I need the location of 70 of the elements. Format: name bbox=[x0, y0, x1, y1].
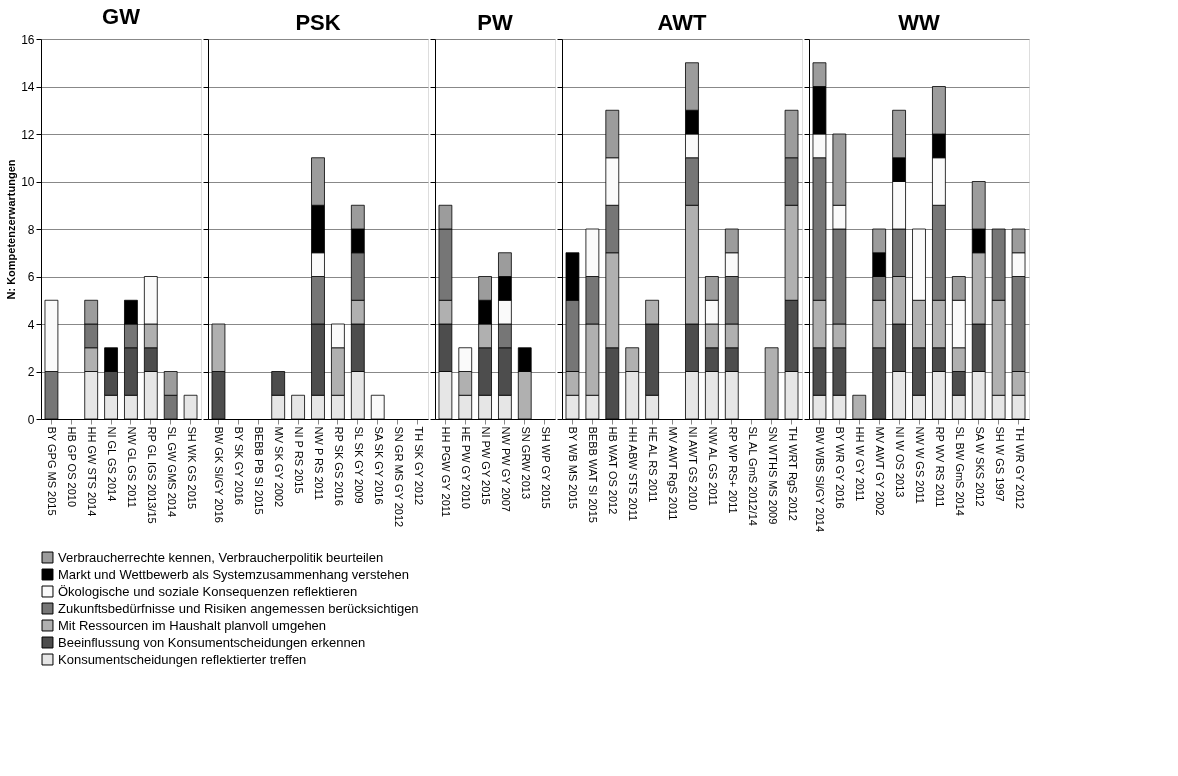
y-tick-label: 2 bbox=[27, 365, 35, 379]
x-tick-label: NI AWT GS 2010 bbox=[686, 426, 699, 511]
x-tick-label: SH W GS 1997 bbox=[993, 426, 1006, 502]
x-tick-label: HH PGW GY 2011 bbox=[440, 426, 453, 518]
chart-title: WW bbox=[898, 9, 940, 35]
x-tick-label: HH GW STS 2014 bbox=[86, 426, 99, 517]
x-tick-label: SL BW GmS 2014 bbox=[953, 426, 966, 516]
x-tick-label: NW P RS 2011 bbox=[313, 426, 325, 501]
x-tick-label: MV SK GY 2002 bbox=[273, 426, 286, 508]
x-tick-label: NI W OS 2013 bbox=[894, 426, 907, 498]
x-tick-label: TH WR GY 2012 bbox=[1013, 426, 1026, 509]
x-tick-label: SN GRW 2013 bbox=[519, 426, 532, 500]
y-tick-label: 6 bbox=[27, 270, 35, 284]
x-tick-label: SL SK GY 2009 bbox=[352, 426, 365, 504]
x-tick-label: HB GP OS 2010 bbox=[66, 426, 79, 508]
x-tick-label: NI P RS 2015 bbox=[293, 426, 306, 494]
x-tick-label: BEBB WAT SI 2015 bbox=[587, 426, 600, 523]
y-tick-label: 14 bbox=[21, 80, 35, 94]
x-tick-label: SH WP GY 2015 bbox=[539, 426, 552, 509]
x-tick-label: BY GPG MS 2015 bbox=[46, 426, 59, 516]
legend-label: Markt und Wettbewerb als Systemzusammenhang verstehen bbox=[58, 566, 409, 582]
legend-label: Verbraucherrechte kennen, Verbraucherpolitik beurteilen bbox=[58, 549, 384, 565]
x-tick-label: SA SK GY 2016 bbox=[372, 426, 385, 505]
x-tick-label: HE AL RS 2011 bbox=[647, 426, 660, 503]
x-tick-label: MV AWT GY 2002 bbox=[874, 426, 887, 516]
x-tick-label: BY SK GY 2016 bbox=[233, 426, 246, 505]
chart-title: AWT bbox=[657, 9, 707, 35]
legend-label: Beeinflussung von Konsumentscheidungen erkennen bbox=[58, 634, 366, 650]
x-tick-label: HH ABW STS 2011 bbox=[627, 426, 640, 522]
y-tick-label: 4 bbox=[27, 317, 35, 332]
x-tick-label: RP WP RS+ 2011 bbox=[726, 426, 739, 514]
legend-label: Mit Ressourcen im Haushalt planvoll umgehen bbox=[58, 617, 327, 633]
x-tick-label: NW PW GY 2007 bbox=[499, 426, 512, 512]
x-tick-label: HE PW GY 2010 bbox=[460, 426, 473, 509]
x-tick-label: SH WK GS 2015 bbox=[185, 426, 198, 510]
y-axis-title: N: Kompetenzerwartungen bbox=[5, 159, 18, 300]
x-tick-label: RP GL IGS 2013/15 bbox=[145, 426, 158, 524]
x-tick-label: RP WV RS 2011 bbox=[933, 426, 946, 508]
x-tick-label: TH WRT RgS 2012 bbox=[786, 426, 799, 521]
chart-title: PW bbox=[477, 9, 513, 35]
x-tick-label: NW W GS 2011 bbox=[914, 426, 926, 504]
x-tick-label: SN WTHS MS 2009 bbox=[766, 426, 779, 525]
chart-title: PSK bbox=[295, 9, 341, 35]
y-tick-label: 12 bbox=[21, 127, 35, 142]
x-tick-label: TH SK GY 2012 bbox=[412, 426, 425, 506]
x-tick-label: BEBB PB SI 2015 bbox=[253, 426, 266, 515]
y-tick-label: 10 bbox=[21, 175, 35, 189]
x-tick-label: HH W GY 2011 bbox=[854, 426, 867, 502]
x-tick-label: BW GK SI/GY 2016 bbox=[213, 426, 226, 523]
legend-label: Ökologische und soziale Konsequenzen reflektieren bbox=[58, 583, 358, 599]
x-tick-label: NW AL GS 2011 bbox=[706, 426, 719, 506]
y-tick-label: 8 bbox=[27, 222, 35, 237]
legend-label: Zukunftsbedürfnisse und Risiken angemessen berücksichtigen bbox=[58, 600, 419, 616]
x-tick-label: SA W SKS 2012 bbox=[973, 426, 986, 507]
x-tick-label: BY WR GY 2016 bbox=[834, 426, 847, 509]
x-tick-label: SL AL GmS 2012/14 bbox=[746, 426, 759, 526]
x-tick-label: SL GW GMS 2014 bbox=[165, 426, 178, 518]
y-tick-label: 0 bbox=[27, 412, 35, 427]
x-tick-label: NI PW GY 2015 bbox=[480, 426, 493, 505]
chart-title: GW bbox=[102, 4, 141, 29]
x-tick-label: HB WAT OS 2012 bbox=[607, 426, 620, 515]
x-tick-label: NI GL GS 2014 bbox=[106, 426, 119, 502]
y-tick-label: 16 bbox=[21, 32, 35, 47]
x-tick-label: MV AWT RgS 2011 bbox=[667, 426, 680, 521]
x-tick-label: SN GR MS GY 2012 bbox=[392, 426, 405, 528]
x-tick-label: BY WB MS 2015 bbox=[567, 426, 580, 509]
legend-label: Konsumentscheidungen reflektierter treffen bbox=[58, 651, 307, 667]
x-tick-label: BW WBS SI/GY 2014 bbox=[814, 426, 827, 533]
x-tick-label: NW GL GS 2011 bbox=[125, 426, 138, 508]
x-tick-label: RP SK GS 2016 bbox=[332, 426, 345, 506]
